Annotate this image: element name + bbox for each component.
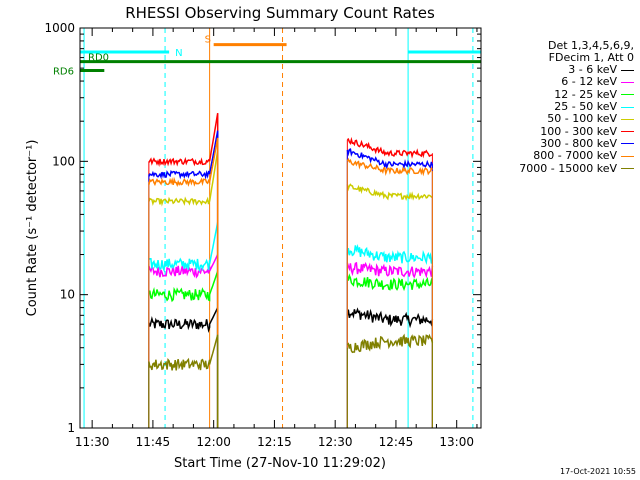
x-tick-label: 11:45: [136, 435, 171, 449]
x-axis: 11:30 11:45 12:00 12:15 12:30 12:45 13:00: [75, 28, 478, 449]
status-flags: N S RD6 RD0: [53, 35, 481, 78]
legend-label: 50 - 100 keV: [547, 112, 617, 126]
legend-header-line-2: FDecim 1, Att 0: [548, 51, 634, 64]
x-tick-label: 12:30: [318, 435, 353, 449]
x-tick-label: 11:30: [75, 435, 110, 449]
legend-label: 300 - 800 keV: [540, 136, 617, 150]
y-axis: 1 10 100 1000: [44, 21, 481, 435]
x-tick-label: 13:00: [439, 435, 474, 449]
legend-label: 12 - 25 keV: [554, 87, 617, 101]
x-tick-label: 12:00: [196, 435, 231, 449]
legend-item: 300 - 800 keV: [482, 136, 634, 150]
legend-label: 800 - 7000 keV: [533, 149, 617, 163]
y-axis-label: Count Rate (s⁻¹ detector⁻¹): [25, 140, 40, 317]
series-line: [148, 307, 434, 428]
legend-item: 3 - 6 keV: [482, 64, 634, 76]
x-tick-label: 12:15: [257, 435, 292, 449]
legend-swatch: [621, 155, 634, 157]
legend-label: 25 - 50 keV: [554, 100, 617, 114]
legend: Det 1,3,4,5,6,9, FDecim 1, Att 0 3 - 6 k…: [482, 40, 634, 175]
plot-frame: [79, 27, 482, 429]
x-axis-label: Start Time (27-Nov-10 11:29:02): [174, 456, 386, 471]
legend-item: 12 - 25 keV: [482, 87, 634, 101]
legend-label: 3 - 6 keV: [568, 63, 617, 77]
series-line: [148, 137, 434, 428]
series-line: [148, 333, 434, 428]
series-line: [148, 254, 434, 428]
series-line: [148, 221, 434, 428]
flag-label: RD6: [53, 67, 74, 78]
y-tick-label: 1000: [44, 21, 75, 35]
y-tick-label: 1: [67, 421, 75, 435]
legend-item: 7000 - 15000 keV: [482, 162, 634, 174]
flag-label: N: [175, 48, 182, 59]
legend-label: 6 - 12 keV: [561, 75, 617, 89]
chart-title: RHESSI Observing Summary Count Rates: [125, 4, 435, 22]
legend-swatch: [621, 94, 634, 96]
legend-item: 6 - 12 keV: [482, 76, 634, 88]
series-layer: [148, 112, 434, 428]
vertical-markers: [83, 28, 474, 428]
legend-swatch: [621, 81, 634, 83]
flag-label: S: [205, 35, 211, 46]
flag-label: RD0: [88, 53, 109, 64]
legend-swatch: [621, 106, 634, 108]
legend-swatch: [621, 143, 634, 145]
legend-item: 25 - 50 keV: [482, 101, 634, 113]
legend-swatch: [621, 118, 634, 120]
y-tick-label: 10: [60, 288, 75, 302]
timestamp: 17-Oct-2021 10:55: [560, 467, 636, 476]
x-tick-label: 12:45: [379, 435, 414, 449]
legend-label: 100 - 300 keV: [540, 124, 617, 138]
legend-swatch: [621, 131, 634, 133]
series-line: [148, 270, 434, 428]
legend-item: 100 - 300 keV: [482, 125, 634, 137]
series-line: [148, 112, 433, 428]
y-tick-label: 100: [52, 154, 75, 168]
legend-swatch: [621, 168, 634, 170]
legend-swatch: [621, 69, 634, 71]
series-line: [148, 150, 433, 428]
legend-item: 800 - 7000 keV: [482, 150, 634, 162]
legend-item: 50 - 100 keV: [482, 113, 634, 125]
legend-label: 7000 - 15000 keV: [519, 161, 617, 175]
series-line: [148, 130, 434, 428]
legend-header-line-1: Det 1,3,4,5,6,9,: [547, 39, 634, 52]
